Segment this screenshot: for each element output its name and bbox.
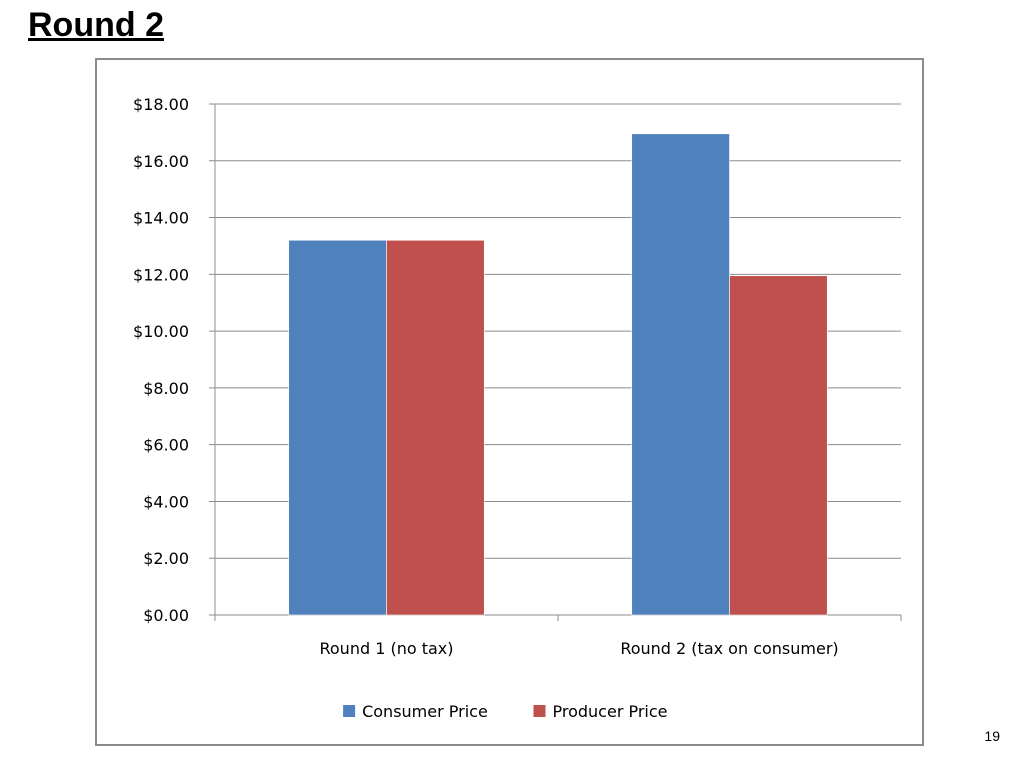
bar-consumer-price [288,239,387,616]
y-tick-label: $12.00 [133,265,189,284]
y-tick-label: $10.00 [133,322,189,341]
y-tick-label: $16.00 [133,152,189,171]
y-tick-label: $0.00 [143,606,189,625]
legend-swatch [343,705,356,717]
bar-consumer-price [631,133,730,616]
y-tick-label: $4.00 [143,492,189,511]
legend-label: Consumer Price [362,702,488,721]
y-tick-label: $2.00 [143,549,189,568]
slide-title: Round 2 [28,6,164,44]
bar-chart: $0.00 $2.00 $4.00 $6.00 $8.00 $10.00 $12.00 $14… [133,95,902,721]
chart-frame: $0.00 $2.00 $4.00 $6.00 $8.00 $10.00 $12.00 $14… [95,58,924,746]
bar-producer-price [729,275,828,616]
bar-producer-price [386,239,485,616]
y-tick-label: $14.00 [133,209,189,228]
y-tick-label: $8.00 [143,379,189,398]
page-number: 19 [984,728,1000,744]
y-tick-label: $6.00 [143,436,189,455]
x-tick-label: Round 2 (tax on consumer) [620,639,838,658]
y-tick-label: $18.00 [133,95,189,114]
legend-swatch [533,705,546,717]
legend-label: Producer Price [553,702,668,721]
x-tick-label: Round 1 (no tax) [319,639,453,658]
